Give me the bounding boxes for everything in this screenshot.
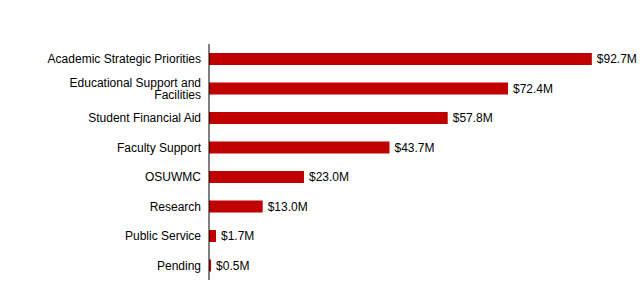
svg-text:$43.7M: $43.7M (394, 141, 434, 155)
svg-text:$92.7M: $92.7M (597, 52, 632, 66)
svg-text:Research: Research (150, 200, 201, 214)
svg-text:$72.4M: $72.4M (513, 82, 553, 96)
svg-text:$0.5M: $0.5M (216, 259, 249, 273)
svg-text:$57.8M: $57.8M (453, 111, 493, 125)
svg-text:Faculty Support: Faculty Support (117, 141, 202, 155)
svg-text:Pending: Pending (157, 259, 201, 273)
svg-text:Educational Support andFacilit: Educational Support andFacilities (70, 76, 201, 102)
svg-text:Academic Strategic Priorities: Academic Strategic Priorities (48, 52, 201, 66)
svg-text:$23.0M: $23.0M (309, 170, 349, 184)
svg-text:$1.7M: $1.7M (221, 229, 254, 243)
svg-text:$13.0M: $13.0M (268, 200, 308, 214)
svg-text:Student Financial Aid: Student Financial Aid (88, 111, 201, 125)
svg-text:OSUWMC: OSUWMC (145, 170, 201, 184)
svg-text:Public Service: Public Service (125, 229, 201, 243)
